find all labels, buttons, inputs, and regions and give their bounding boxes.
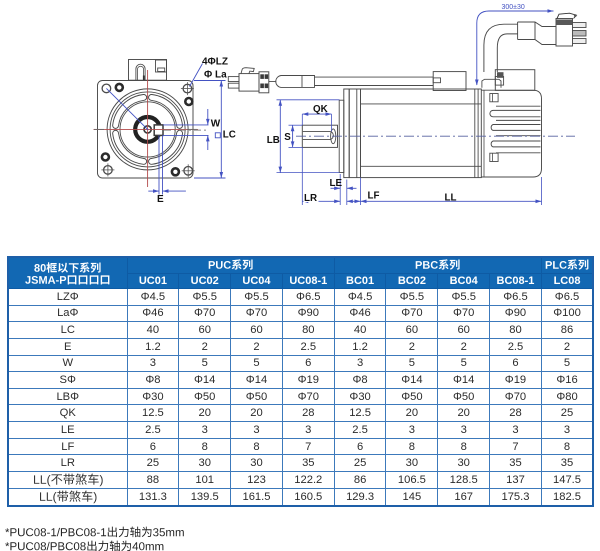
svg-text:QK: QK <box>313 104 328 115</box>
svg-text:LB: LB <box>267 135 280 146</box>
svg-text:LF: LF <box>368 191 380 202</box>
svg-text:S: S <box>284 132 291 143</box>
svg-text:LL: LL <box>445 192 457 203</box>
svg-text:4ΦLZ: 4ΦLZ <box>202 57 228 68</box>
svg-text:W: W <box>211 118 221 129</box>
svg-text:LC: LC <box>223 129 236 140</box>
svg-text:E: E <box>157 194 164 205</box>
svg-text:300±30: 300±30 <box>502 4 525 11</box>
svg-text:LE: LE <box>330 178 343 189</box>
svg-text:LR: LR <box>304 193 317 204</box>
svg-text:Φ La: Φ La <box>204 70 227 81</box>
